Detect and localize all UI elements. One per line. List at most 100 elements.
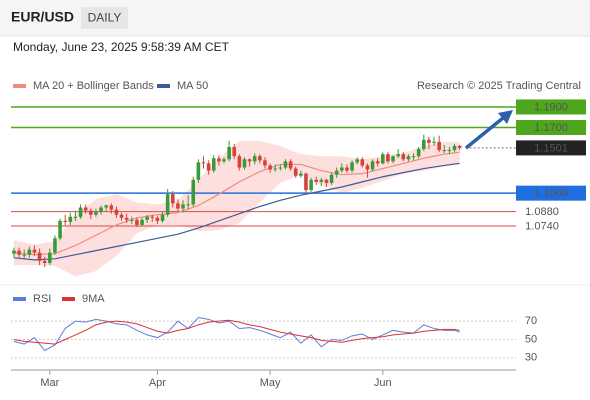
forecast-arrowhead	[498, 110, 513, 124]
level-label: 1.0880	[525, 206, 559, 218]
candle-body	[283, 161, 288, 168]
candle-body	[206, 163, 211, 171]
candle-body	[58, 220, 62, 239]
candle-body	[78, 207, 83, 217]
candle-body	[114, 209, 119, 215]
candle-body	[421, 139, 426, 150]
candle-body	[145, 216, 149, 220]
timestamp: Monday, June 23, 2025 9:58:39 AM CET	[13, 40, 230, 54]
level-label-box	[516, 185, 586, 201]
candle-body	[186, 204, 190, 206]
candle-body	[252, 156, 257, 162]
candle-body	[386, 154, 390, 162]
candle-body	[345, 167, 349, 171]
candle-body	[48, 252, 52, 263]
candle-body	[217, 158, 221, 162]
y-tick-label: 50	[525, 333, 537, 345]
candle-body	[401, 154, 406, 160]
candle-body	[83, 207, 88, 211]
candle-body	[129, 219, 134, 221]
candle-body	[304, 173, 308, 191]
period-badge	[81, 7, 128, 29]
candle-body	[329, 174, 334, 183]
y-tick-label: 70	[525, 315, 537, 327]
candle-body	[99, 207, 103, 212]
candle-body	[411, 156, 416, 158]
forecast-arrow	[464, 116, 505, 150]
candle-body	[119, 214, 124, 218]
x-tick-label: May	[260, 377, 281, 389]
candle-body	[211, 158, 216, 171]
candle-body	[22, 254, 27, 256]
moving-average	[13, 151, 460, 256]
candle-body	[268, 165, 272, 170]
candle-body	[427, 139, 431, 143]
candle-body	[452, 145, 457, 151]
candle-body	[457, 145, 462, 149]
candle-body	[442, 150, 447, 152]
legend-label: MA 20 + Bollinger Bands	[33, 80, 154, 92]
candle-body	[288, 161, 293, 169]
candle-body	[170, 194, 175, 204]
candle-body	[391, 156, 395, 162]
candle-body	[278, 167, 283, 169]
candle-body	[232, 146, 237, 157]
candle-body	[406, 156, 411, 160]
candle-body	[237, 156, 242, 168]
candle-body	[381, 154, 385, 164]
candle-body	[360, 159, 365, 166]
y-tick-label: 30	[525, 352, 537, 364]
candle-body	[27, 249, 32, 255]
candle-body	[68, 216, 73, 222]
legend-label: 9MA	[82, 293, 105, 305]
candle-body	[375, 161, 380, 164]
candle-body	[324, 179, 329, 183]
level-label: 1.1900	[534, 101, 568, 113]
plot-layer: MA 20 + Bollinger Bands MA 50 Research © 2…	[11, 80, 586, 364]
period: DAILY	[88, 11, 122, 25]
candle-body	[258, 156, 262, 161]
level-label: 1.1700	[534, 122, 568, 134]
candle-body	[227, 146, 231, 160]
candle-body	[124, 217, 129, 220]
credit: Research © 2025 Trading Central	[417, 80, 581, 92]
candle-body	[222, 159, 226, 162]
candle-body	[53, 238, 57, 253]
x-tick-label: Apr	[149, 377, 166, 389]
moving-average	[13, 162, 460, 261]
candle-body	[247, 159, 252, 162]
candle-body	[42, 260, 47, 263]
candle-body	[165, 194, 170, 215]
legend-label: RSI	[33, 293, 51, 305]
level-label: 1.0740	[525, 220, 559, 232]
candle-body	[201, 162, 206, 164]
candle-body	[12, 250, 16, 254]
candle-body	[176, 203, 180, 209]
x-tick-label: Mar	[40, 377, 59, 389]
candle-body	[437, 141, 441, 151]
candle-body	[293, 168, 298, 176]
level-label-box	[516, 140, 586, 156]
candle-body	[319, 179, 324, 182]
candle-body	[299, 173, 303, 176]
candle-body	[334, 170, 339, 175]
candle-body	[340, 167, 344, 171]
candle-body	[32, 249, 37, 253]
candle-body	[314, 179, 319, 182]
candle-body	[263, 160, 267, 166]
candle-body	[370, 161, 375, 170]
candle-body	[89, 210, 93, 215]
candle-body	[181, 204, 185, 209]
candle-body	[104, 205, 108, 208]
candle-body	[350, 162, 354, 171]
candle-body	[416, 149, 421, 157]
level-label: 1.1060	[534, 188, 568, 200]
candle-body	[73, 216, 78, 218]
candle-body	[242, 159, 247, 168]
level-label: 1.1501	[534, 142, 568, 154]
candle-body	[17, 250, 21, 255]
candle-body	[135, 219, 139, 225]
indicator-line	[13, 319, 460, 345]
